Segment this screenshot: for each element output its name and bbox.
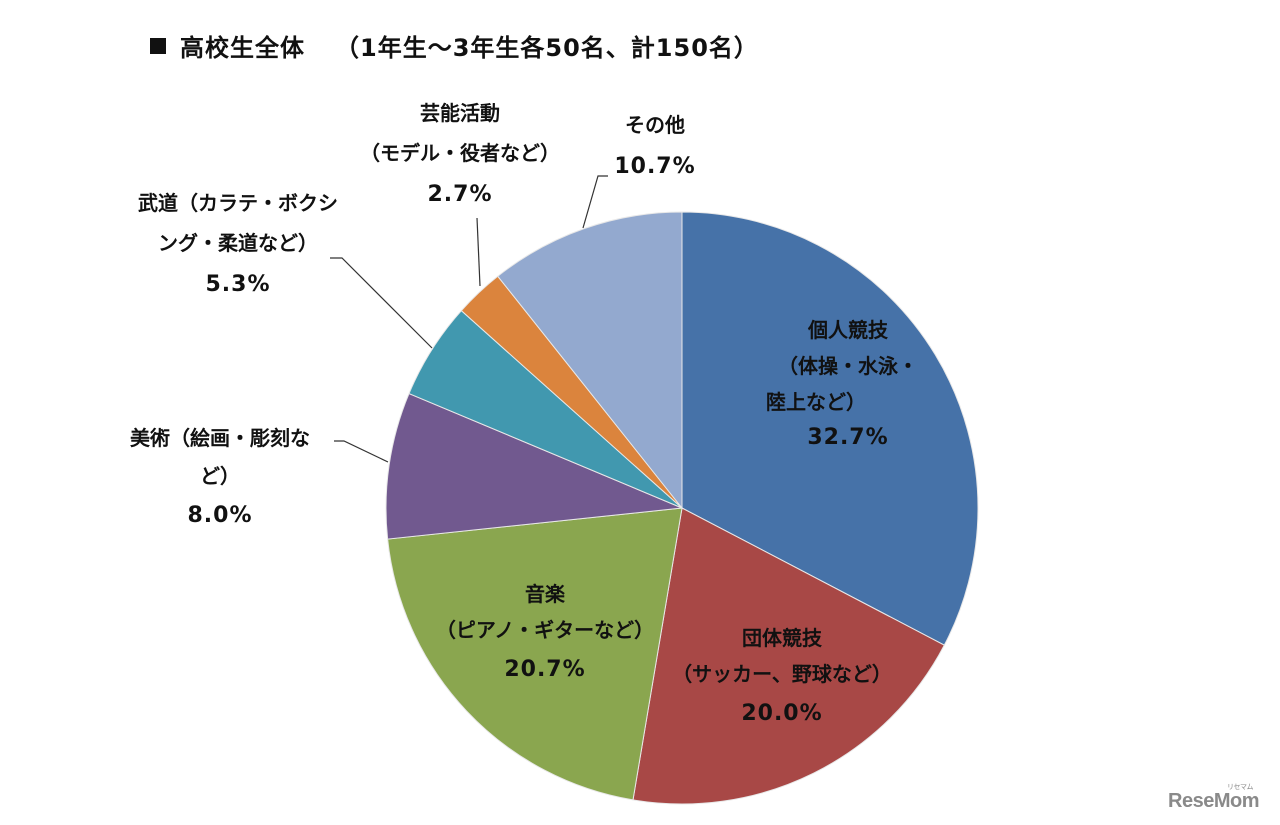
label-dantai-percent: 20.0% <box>741 701 823 726</box>
label-ongaku-detail: （ピアノ・ギターなど） <box>435 618 655 642</box>
label-bijutsu-line2: ど） <box>200 464 240 488</box>
label-ongaku-name: 音楽 <box>525 582 565 606</box>
label-dantai-detail: （サッカー、野球など） <box>672 662 892 686</box>
label-ongaku: 音楽 （ピアノ・ギターなど） 20.7% <box>425 576 665 688</box>
label-budo-percent: 5.3% <box>205 272 271 297</box>
square-bullet-icon <box>150 38 166 54</box>
pie-slice-0 <box>681 211 979 646</box>
pie-slice-2 <box>387 507 683 801</box>
logo-text: ReseMom <box>1168 790 1259 812</box>
label-geino-katsudo: 芸能活動 （モデル・役者など） 2.7% <box>340 95 580 213</box>
chart-title: 高校生全体 （1年生～3年生各50名、計150名） <box>150 28 759 63</box>
label-kojin-detail-2: 陸上など） <box>766 390 866 414</box>
label-bijutsu-percent: 8.0% <box>187 503 253 528</box>
label-bijutsu-line1: 美術（絵画・彫刻な <box>130 426 310 450</box>
label-geino-detail: （モデル・役者など） <box>360 141 560 165</box>
label-geino-name: 芸能活動 <box>420 101 500 125</box>
label-kojin-detail-1: （体操・水泳・ <box>778 354 918 378</box>
label-budo-line1: 武道（カラテ・ボクシ <box>138 191 338 215</box>
label-sonota: その他 10.7% <box>590 107 720 185</box>
label-kojin-kyogi: 個人競技 （体操・水泳・ 陸上など） 32.7% <box>758 312 938 456</box>
pie-slice-1 <box>632 507 945 805</box>
label-sonota-name: その他 <box>625 113 685 137</box>
label-ongaku-percent: 20.7% <box>504 657 586 682</box>
pie-slice-6 <box>497 211 683 510</box>
label-budo: 武道（カラテ・ボクシ ング・柔道など） 5.3% <box>118 185 358 303</box>
label-dantai-kyogi: 団体競技 （サッカー、野球など） 20.0% <box>662 620 902 732</box>
leader-line-geino <box>476 217 481 287</box>
pie-slice-3 <box>385 392 683 540</box>
label-kojin-percent: 32.7% <box>807 425 889 450</box>
logo-kana: リセマム <box>1226 784 1254 791</box>
resemom-logo: ReseMom リセマム <box>1168 784 1259 813</box>
chart-title-main: 高校生全体 <box>180 34 305 62</box>
leader-line-sonota <box>582 175 608 229</box>
label-bijutsu: 美術（絵画・彫刻な ど） 8.0% <box>100 420 340 534</box>
leader-lines <box>330 175 608 463</box>
label-kojin-name: 個人競技 <box>808 318 888 342</box>
label-geino-percent: 2.7% <box>427 182 493 207</box>
leader-line-bijutsu <box>334 440 389 463</box>
pie-slices <box>385 211 979 805</box>
leader-line-budo <box>330 257 433 349</box>
label-budo-line2: ング・柔道など） <box>158 231 318 255</box>
chart-title-subtitle: （1年生～3年生各50名、計150名） <box>335 34 759 62</box>
label-dantai-name: 団体競技 <box>742 626 822 650</box>
label-sonota-percent: 10.7% <box>614 154 696 179</box>
